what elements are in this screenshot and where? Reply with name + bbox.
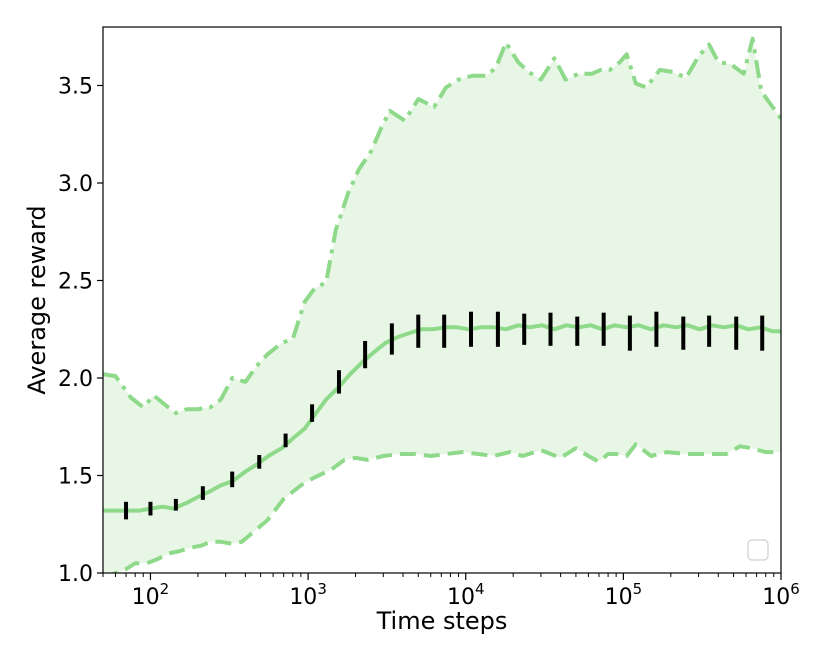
lower-bound-line <box>110 442 781 573</box>
x-tick-label: 103 <box>289 580 327 610</box>
confidence-band <box>103 38 781 573</box>
x-axis-label: Time steps <box>376 607 508 635</box>
x-tick-label: 104 <box>447 580 485 610</box>
y-tick-label: 1.0 <box>58 562 93 587</box>
x-tick-label: 105 <box>605 580 643 610</box>
legend-box <box>747 539 769 561</box>
y-tick-label: 3.5 <box>58 75 93 100</box>
x-tick-label: 102 <box>132 580 170 610</box>
y-tick-label: 2.0 <box>58 367 93 392</box>
x-tick-label: 106 <box>762 580 800 610</box>
y-axis-label: Average reward <box>23 205 51 394</box>
y-tick-label: 2.5 <box>58 270 93 295</box>
upper-bound-line <box>103 36 781 416</box>
mean-line <box>103 323 781 513</box>
axes-frame <box>102 26 782 574</box>
y-tick-label: 3.0 <box>58 172 93 197</box>
y-tick-label: 1.5 <box>58 465 93 490</box>
